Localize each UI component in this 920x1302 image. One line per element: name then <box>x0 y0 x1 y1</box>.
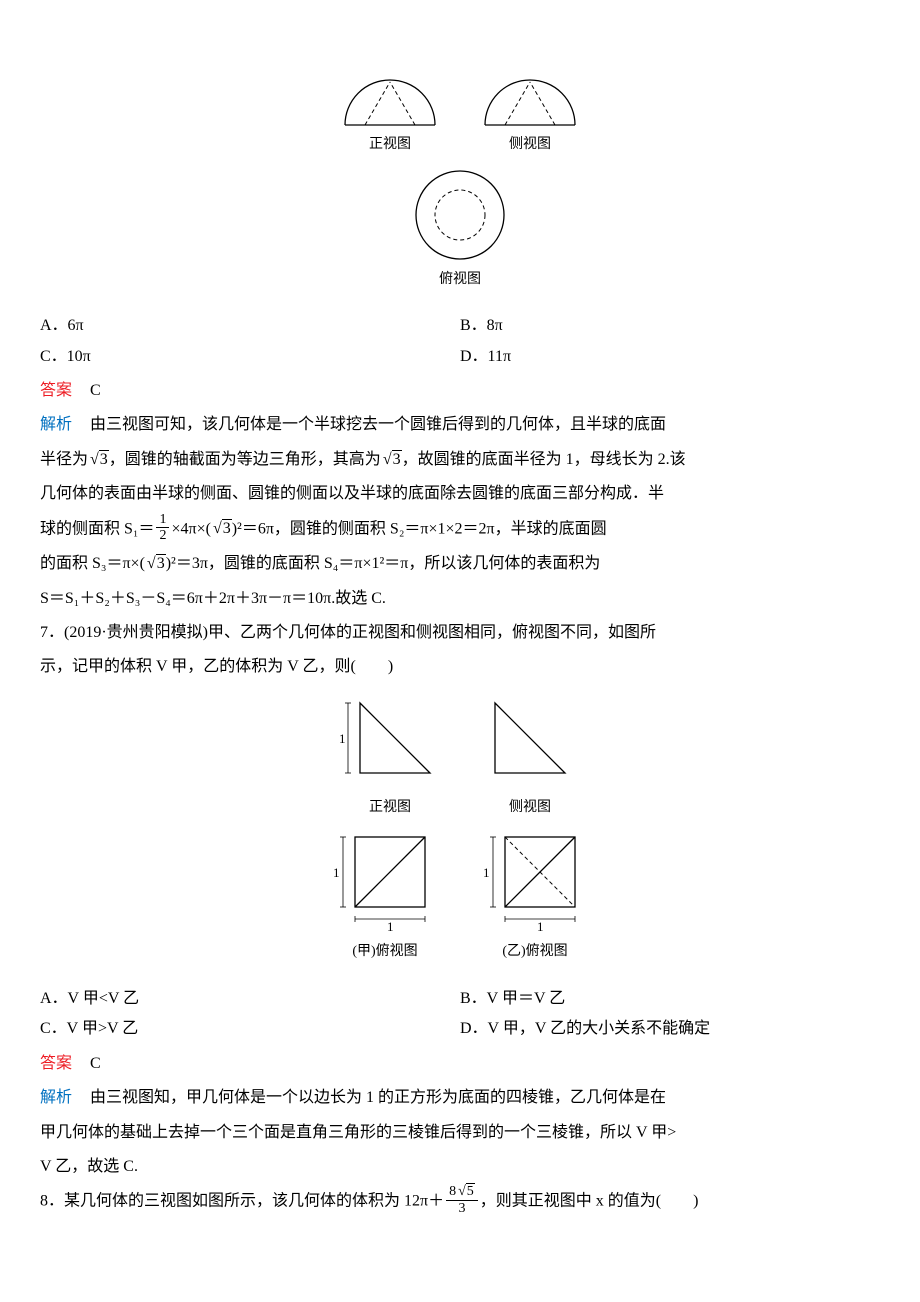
q6-figure: 正视图 侧视图 俯视图 <box>40 70 880 293</box>
q7-top-jia-svg: 1 1 <box>325 827 445 937</box>
q7-exp: 解析 由三视图知，甲几何体是一个以边长为 1 的正方形为底面的四棱锥，乙几何体是… <box>40 1083 880 1113</box>
q8-stem: 8．某几何体的三视图如图所示，该几何体的体积为 12π＋853，则其正视图中 x… <box>40 1186 880 1218</box>
explain-label: 解析 <box>40 1083 72 1113</box>
q6-top-view-svg <box>410 165 510 265</box>
sqrt-icon: 3 <box>381 445 402 475</box>
q7-figure: 1 正视图 侧视图 1 1 (甲)俯视图 <box>40 693 880 966</box>
answer-label: 答案 <box>40 1049 72 1079</box>
q6-opt-c: C．10π <box>40 342 460 372</box>
q7-exp-2: 甲几何体的基础上去掉一个三个面是直角三角形的三棱锥后得到的一个三棱锥，所以 V … <box>40 1118 880 1148</box>
q6-exp-line4: 球的侧面积 S₁＝12×4π×(3)²＝6π，圆锥的侧面积 S₂＝π×1×2＝2… <box>40 514 880 546</box>
q6-opt-a: A．6π <box>40 311 460 341</box>
q6-explain: 解析 由三视图可知，该几何体是一个半球挖去一个圆锥后得到的几何体，且半球的底面 <box>40 410 880 440</box>
q6-opt-d: D．11π <box>460 342 880 372</box>
q6-exp-line2: 半径为3，圆锥的轴截面为等边三角形，其高为3，故圆锥的底面半径为 1，母线长为 … <box>40 445 880 475</box>
answer-label: 答案 <box>40 376 72 406</box>
q6-exp-line5: 的面积 S₃＝π×(3)²＝3π，圆锥的底面积 S₄＝π×1²＝π，所以该几何体… <box>40 549 880 579</box>
sqrt-icon: 3 <box>211 514 232 544</box>
svg-text:1: 1 <box>387 919 394 934</box>
q7-answer-value: C <box>90 1055 101 1072</box>
q7-side-view-svg <box>475 693 585 793</box>
q6-exp-line3: 几何体的表面由半球的侧面、圆锥的侧面以及半球的底面除去圆锥的底面三部分构成．半 <box>40 479 880 509</box>
q6-answer-value: C <box>90 382 101 399</box>
q7-exp-3: V 乙，故选 C. <box>40 1152 880 1182</box>
q6-front-view-svg <box>335 70 445 130</box>
q7-opt-b: B．V 甲＝V 乙 <box>460 984 880 1014</box>
svg-text:1: 1 <box>483 865 490 880</box>
q7-answer: 答案 C <box>40 1049 880 1079</box>
fraction: 853 <box>446 1184 478 1216</box>
q7-opt-a: A．V 甲<V 乙 <box>40 984 460 1014</box>
q6-opt-b: B．8π <box>460 311 880 341</box>
q6-top-label: 俯视图 <box>439 267 481 294</box>
q7-side-label: 侧视图 <box>509 795 551 822</box>
q6-side-label: 侧视图 <box>509 132 551 159</box>
q6-exp-1a: 由三视图可知，该几何体是一个半球挖去一个圆锥后得到的几何体，且半球的底面 <box>90 416 666 433</box>
q7-top-yi-svg: 1 1 <box>475 827 595 937</box>
fraction: 12 <box>156 512 169 544</box>
q7-stem-2: 示，记甲的体积 V 甲，乙的体积为 V 乙，则( ) <box>40 652 880 682</box>
q7-stem-1: 7．(2019·贵州贵阳模拟)甲、乙两个几何体的正视图和侧视图相同，俯视图不同，… <box>40 618 880 648</box>
sqrt-icon: 3 <box>88 445 109 475</box>
q7-top-jia-label: (甲)俯视图 <box>352 939 417 966</box>
svg-text:1: 1 <box>339 731 346 746</box>
svg-text:1: 1 <box>333 865 340 880</box>
svg-text:1: 1 <box>537 919 544 934</box>
q7-front-label: 正视图 <box>369 795 411 822</box>
q7-top-yi-label: (乙)俯视图 <box>502 939 567 966</box>
q7-opt-c: C．V 甲>V 乙 <box>40 1014 460 1044</box>
explain-label: 解析 <box>40 410 72 440</box>
q6-side-view-svg <box>475 70 585 130</box>
sqrt-icon: 5 <box>456 1184 475 1199</box>
q7-front-view-svg: 1 <box>335 693 445 793</box>
q6-options: A．6π B．8π C．10π D．11π <box>40 311 880 372</box>
q7-options: A．V 甲<V 乙 B．V 甲＝V 乙 C．V 甲>V 乙 D．V 甲，V 乙的… <box>40 984 880 1045</box>
q6-answer: 答案 C <box>40 376 880 406</box>
sqrt-icon: 3 <box>145 549 166 579</box>
q6-exp-line6: S＝S₁＋S₂＋S₃－S₄＝6π＋2π＋3π－π＝10π.故选 C. <box>40 584 880 614</box>
q7-opt-d: D．V 甲，V 乙的大小关系不能确定 <box>460 1014 880 1044</box>
q6-front-label: 正视图 <box>369 132 411 159</box>
